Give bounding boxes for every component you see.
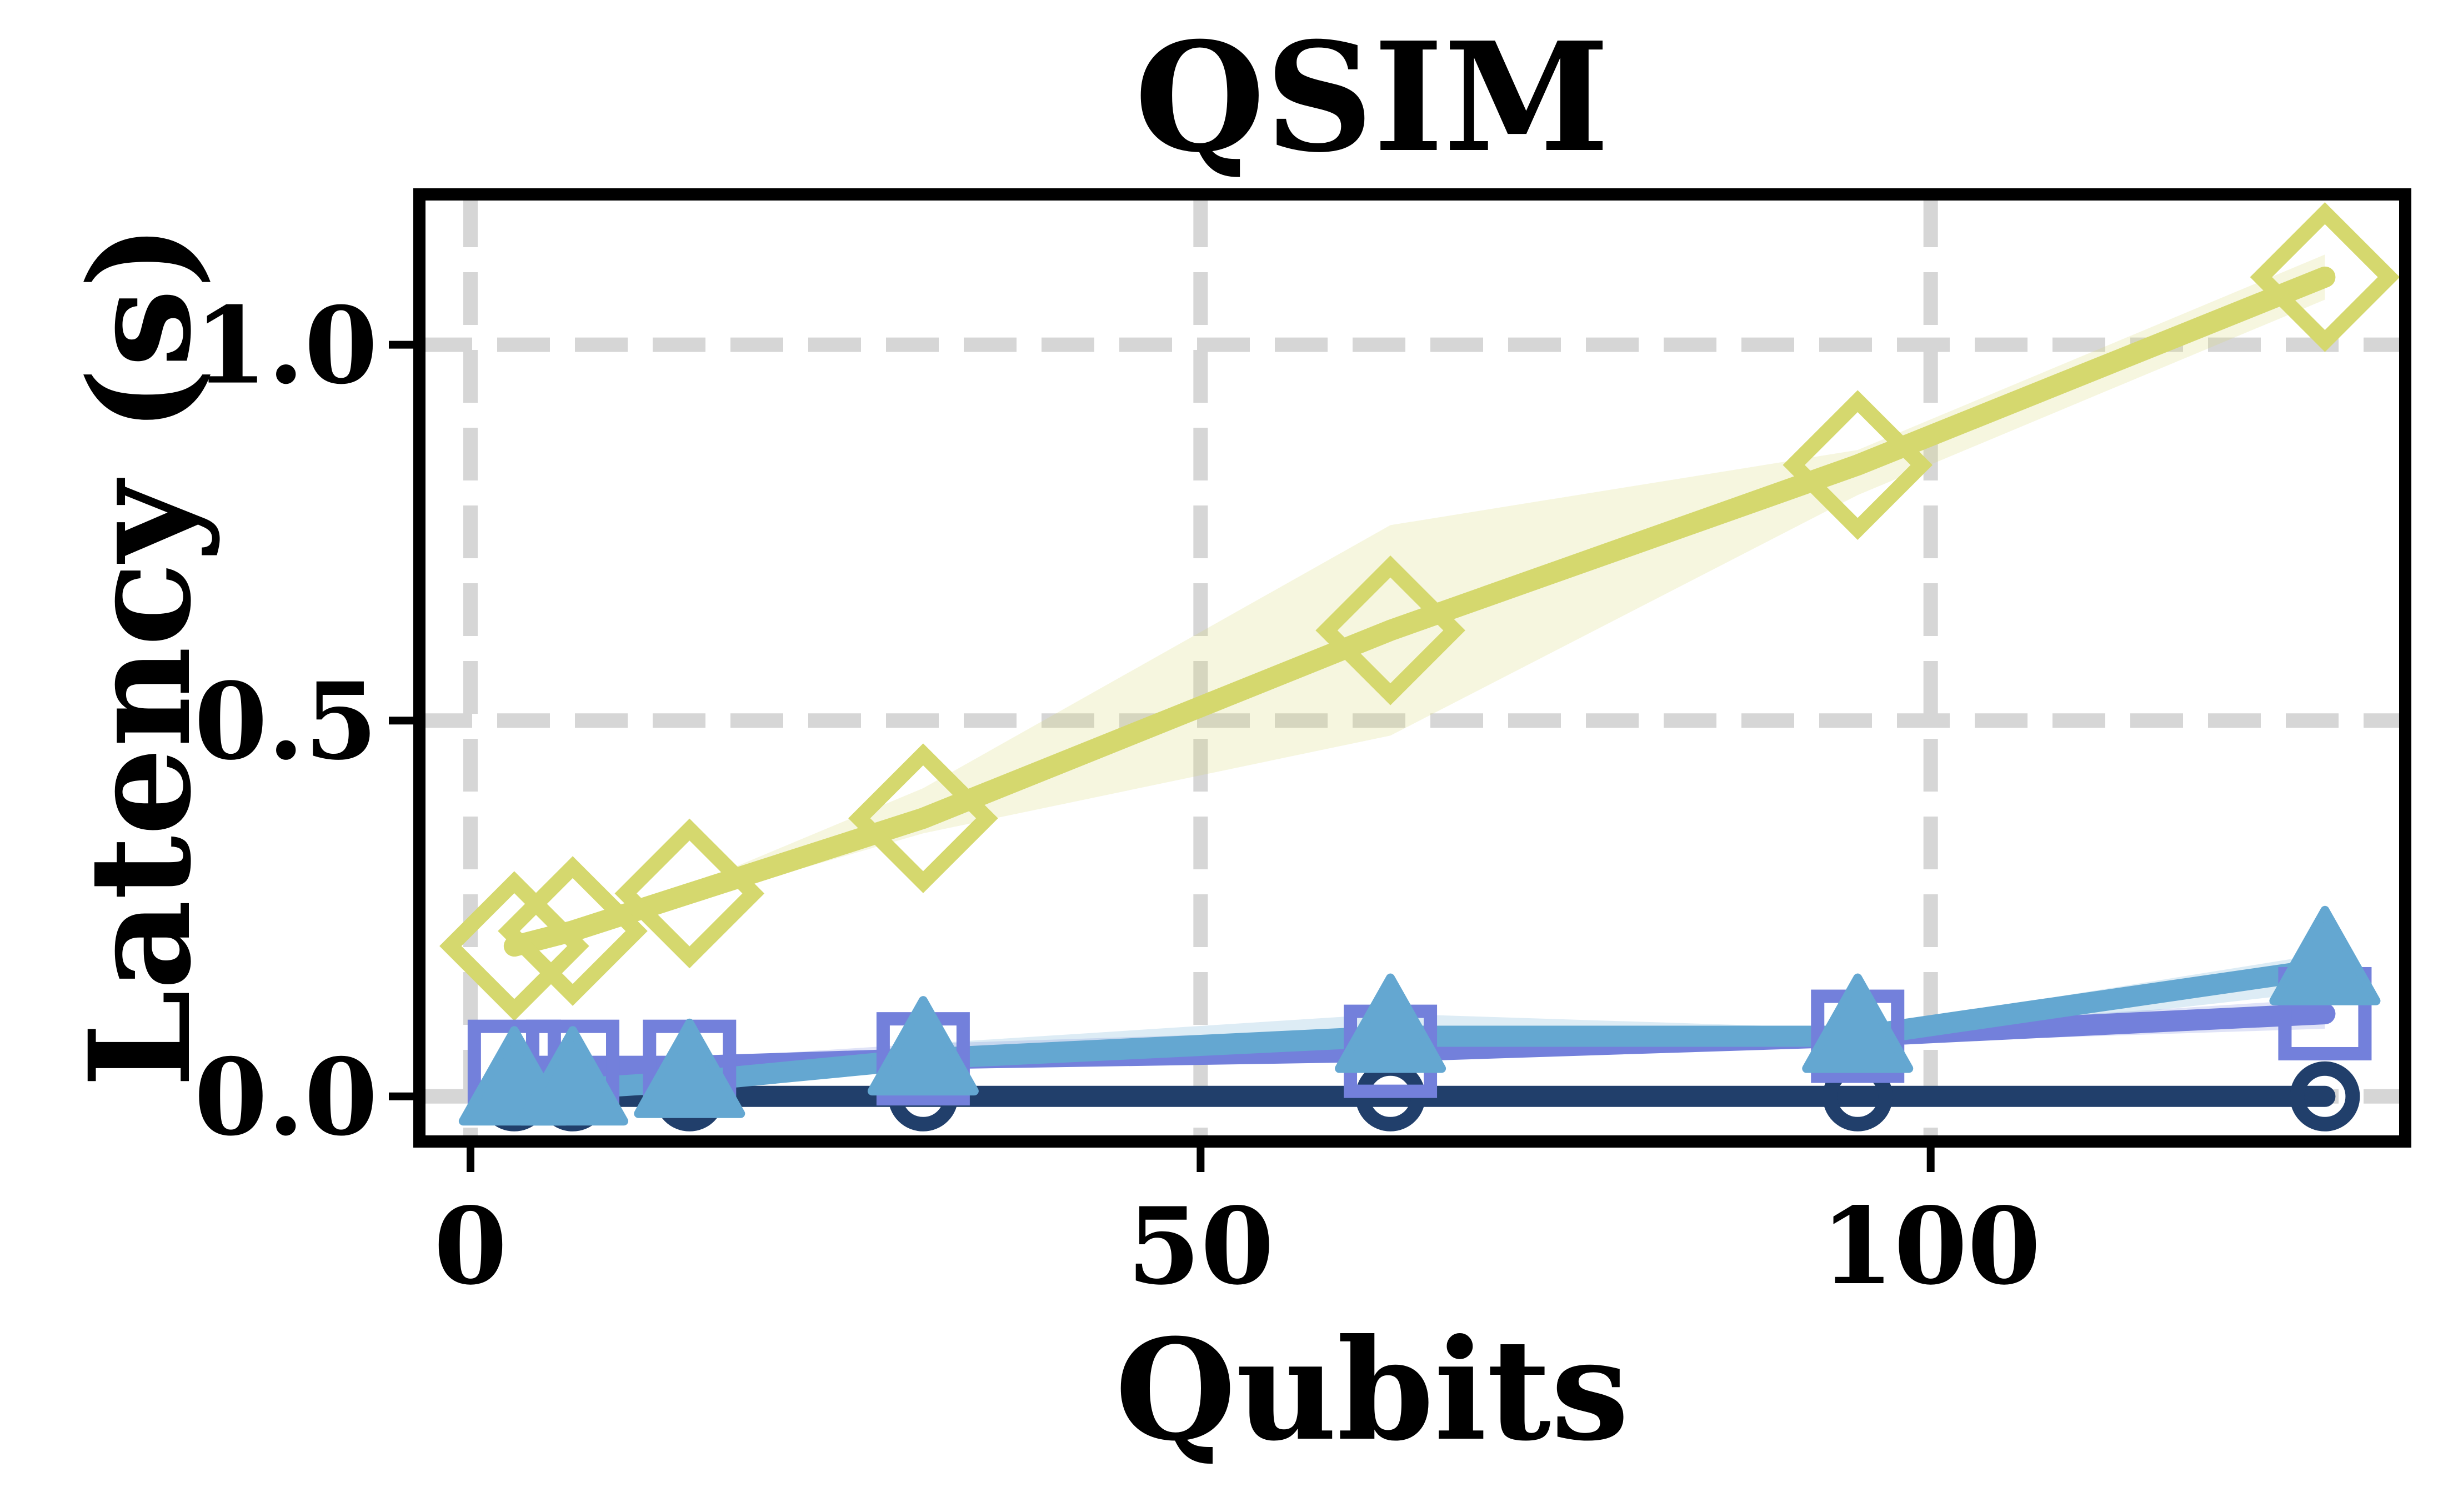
marker-diamond xyxy=(498,856,648,1006)
marker-diamond xyxy=(1783,390,1933,540)
x-axis-ticks: 0 50 100 xyxy=(434,1148,2041,1308)
marker-triangle xyxy=(1802,973,1914,1073)
marker-diamond xyxy=(439,871,589,1021)
series-markers xyxy=(439,202,2400,1132)
y-axis-label: Latency (s) xyxy=(58,223,222,1088)
x-tick-label: 100 xyxy=(1820,1184,2041,1308)
x-tick-label: 50 xyxy=(1127,1184,1274,1308)
x-tick-label: 0 xyxy=(434,1184,507,1308)
marker-circle xyxy=(2290,1061,2360,1132)
marker-triangle xyxy=(634,1018,745,1118)
marker-triangle xyxy=(1335,973,1446,1073)
y-axis-ticks: 0.0 0.5 1.0 xyxy=(194,284,413,1159)
marker-triangle xyxy=(867,996,979,1096)
y-tick-label: 0.5 xyxy=(194,659,378,783)
y-tick-label: 0.0 xyxy=(194,1035,378,1159)
y-tick-label: 1.0 xyxy=(194,284,378,408)
plot-frame xyxy=(413,188,2411,1148)
marker-triangle xyxy=(517,1026,629,1126)
chart-title: QSIM xyxy=(1134,9,1609,186)
marker-diamond xyxy=(614,818,765,969)
x-axis-label: Qubits xyxy=(1115,1308,1629,1471)
marker-triangle xyxy=(2269,905,2381,1005)
marker-diamond xyxy=(1315,555,1465,705)
marker-diamond xyxy=(2250,202,2400,352)
marker-diamond xyxy=(848,743,998,893)
